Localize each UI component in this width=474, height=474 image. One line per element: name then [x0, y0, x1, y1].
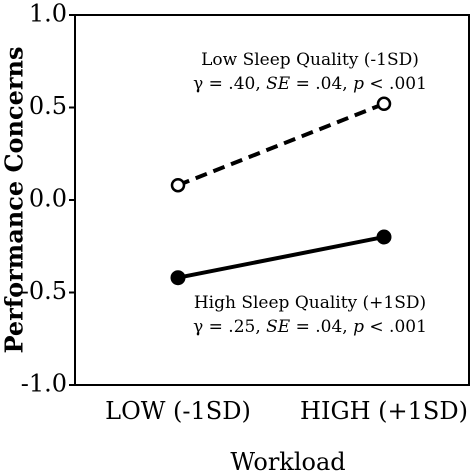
data-point-high [376, 229, 392, 245]
x-axis-ticks: LOW (-1SD) HIGH (+1SD) [105, 397, 468, 425]
series-group [170, 96, 392, 286]
y-tick-label: 0.5 [29, 92, 67, 120]
high-sleep-annotation-line2: γ = .25, SE = .04, p < .001 [193, 317, 427, 337]
y-axis-ticks: 1.0 0.5 0.0 -0.5 -1.0 [21, 0, 75, 398]
high-sleep-annotation-line1: High Sleep Quality (+1SD) [194, 293, 426, 313]
x-tick-label: LOW (-1SD) [105, 397, 251, 425]
y-tick-label: 1.0 [29, 0, 67, 28]
data-point-high [170, 270, 186, 286]
low-sleep-annotation-line2: γ = .40, SE = .04, p < .001 [193, 74, 427, 94]
y-tick-label: 0.0 [29, 185, 67, 213]
x-axis-label: Workload [230, 448, 345, 474]
y-axis-label: Performance Concerns [0, 47, 29, 354]
x-tick-label: HIGH (+1SD) [300, 397, 468, 425]
data-point-low [170, 177, 186, 193]
y-tick-label: -0.5 [21, 277, 67, 305]
low-sleep-annotation-line1: Low Sleep Quality (-1SD) [201, 50, 419, 70]
series-line-high [177, 235, 385, 280]
y-tick-label: -1.0 [21, 370, 67, 398]
series-line-low [177, 101, 385, 188]
data-point-low [376, 96, 392, 112]
